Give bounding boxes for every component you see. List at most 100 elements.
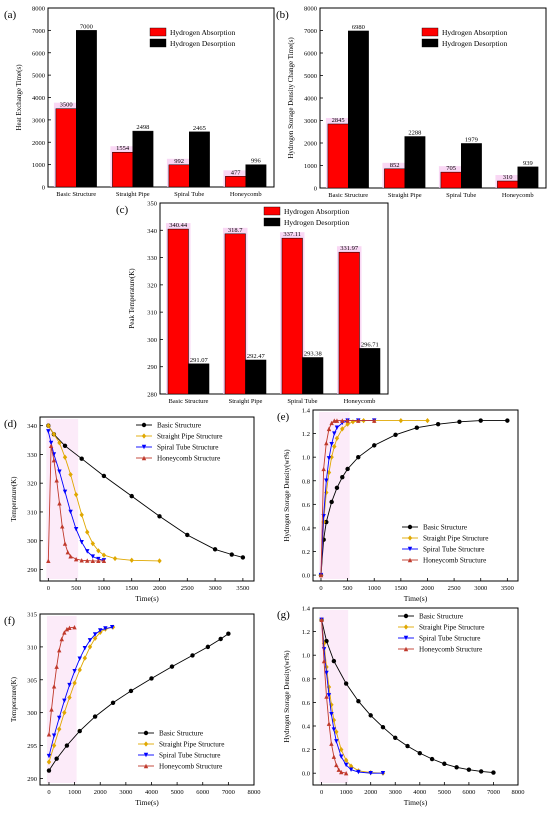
point-marker xyxy=(62,443,68,448)
legend-label: Straight Pipe Structure xyxy=(157,433,222,441)
point-marker xyxy=(329,442,334,447)
point-marker xyxy=(57,715,62,721)
point-marker xyxy=(380,724,386,730)
bar-data-label: 296.71 xyxy=(361,341,379,348)
bar-data-label: 2465 xyxy=(193,125,206,132)
point-marker xyxy=(340,418,345,423)
point-marker xyxy=(429,756,435,762)
x-tick-label: 4000 xyxy=(145,789,158,796)
d-xlabel: Time(s) xyxy=(135,594,159,603)
x-tick-label: 500 xyxy=(343,585,353,592)
point-marker xyxy=(324,478,329,483)
d-ytick-label: 330 xyxy=(27,452,37,459)
point-marker xyxy=(57,726,62,732)
x-tick-label: 3000 xyxy=(474,585,487,592)
b-ytick-label: 0 xyxy=(314,186,317,193)
point-marker xyxy=(96,558,101,564)
b-ytick-label: 2000 xyxy=(304,141,317,148)
series-line xyxy=(47,425,160,562)
g-ytick-label: 0.6 xyxy=(302,700,311,707)
d-ytick-label: 300 xyxy=(27,538,37,545)
chart-c: 340.44 291.07 Basic Structure 318.7 292.47 St… xyxy=(116,201,389,405)
c-ytick-label: 310 xyxy=(147,310,157,317)
point-marker xyxy=(51,733,57,738)
g-ytick-label: 1.2 xyxy=(302,629,310,636)
point-marker xyxy=(141,433,147,439)
c-panel-label: (c) xyxy=(116,204,129,216)
point-marker xyxy=(101,473,107,479)
legend-label: Spiral Tube Structure xyxy=(423,546,485,554)
point-marker xyxy=(46,768,52,773)
a-ytick-label: 8000 xyxy=(32,6,45,13)
e-ytick-label: 0.0 xyxy=(302,573,310,580)
point-marker xyxy=(226,631,231,636)
point-marker xyxy=(96,548,101,554)
point-marker xyxy=(218,636,223,642)
point-marker xyxy=(324,694,329,699)
point-marker xyxy=(334,418,340,423)
c-ytick-label: 290 xyxy=(147,364,157,371)
point-marker xyxy=(57,469,62,474)
bar-absorption xyxy=(55,108,77,188)
point-marker xyxy=(101,552,107,558)
point-marker xyxy=(212,547,218,552)
bar-absorption xyxy=(497,180,519,189)
legend-label: Basic Structure xyxy=(423,524,467,532)
point-marker xyxy=(82,655,88,661)
g-ytick-label: 1.4 xyxy=(302,606,311,613)
point-marker xyxy=(54,756,59,761)
point-marker xyxy=(425,418,430,424)
bar-data-label: 340.44 xyxy=(169,222,188,229)
x-tick-label: Straight Pipe xyxy=(116,191,150,198)
d-panel-label: (d) xyxy=(4,418,17,430)
x-tick-label: 2000 xyxy=(94,789,107,796)
point-marker xyxy=(46,423,51,429)
point-marker xyxy=(329,499,334,505)
point-marker xyxy=(57,440,62,446)
point-marker xyxy=(331,727,337,732)
chart-a: 3500 7000 Basic Structure 1554 2498 Straight … xyxy=(4,6,275,198)
legend-label: Straight Pipe Structure xyxy=(159,741,224,749)
f-ytick-label: 315 xyxy=(27,612,37,619)
bar-desorption xyxy=(188,363,210,395)
point-marker xyxy=(368,713,373,718)
point-marker xyxy=(324,670,329,676)
legend-label: Spiral Tube Structure xyxy=(419,635,481,643)
point-marker xyxy=(143,741,149,747)
bar-data-label: 992 xyxy=(174,158,184,165)
bar-desorption xyxy=(132,130,154,188)
c-ytick-label: 280 xyxy=(147,392,157,399)
point-marker xyxy=(332,431,337,436)
point-marker xyxy=(331,658,337,664)
point-marker xyxy=(403,646,409,652)
x-tick-label: 3000 xyxy=(119,789,132,796)
point-marker xyxy=(51,457,57,463)
a-panel-label: (a) xyxy=(4,9,17,21)
g-ytick-label: 0.2 xyxy=(302,747,310,754)
point-marker xyxy=(48,440,54,446)
bar-absorption xyxy=(384,168,406,189)
bar-data-label: 1979 xyxy=(465,136,478,143)
point-marker xyxy=(334,425,340,430)
x-tick-label: Spiral Tube xyxy=(446,192,476,199)
point-marker xyxy=(356,418,361,423)
point-marker xyxy=(326,721,332,726)
point-marker xyxy=(339,769,344,775)
bar-data-label: 996 xyxy=(251,158,262,165)
legend-label: Honeycomb Structure xyxy=(419,646,482,654)
point-marker xyxy=(72,680,77,686)
legend-label: Hydrogen Absorption xyxy=(284,207,349,216)
b-ytick-label: 5000 xyxy=(304,73,317,80)
point-marker xyxy=(51,742,57,749)
c-ytick-label: 320 xyxy=(147,282,157,289)
point-marker xyxy=(345,466,350,472)
point-marker xyxy=(457,419,462,424)
point-marker xyxy=(101,558,107,564)
legend-label: Hydrogen Desorption xyxy=(284,218,349,227)
point-marker xyxy=(64,626,70,632)
legend-label: Hydrogen Absorption xyxy=(442,28,507,37)
point-marker xyxy=(129,493,134,499)
bar-data-label: 291.07 xyxy=(190,357,209,364)
point-marker xyxy=(46,732,52,737)
point-marker xyxy=(329,454,334,460)
